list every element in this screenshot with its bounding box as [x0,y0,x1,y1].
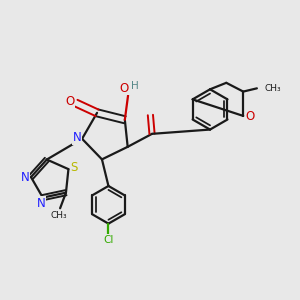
Text: N: N [73,131,81,144]
Text: O: O [246,110,255,123]
Text: S: S [70,161,78,174]
Text: CH₃: CH₃ [265,84,282,93]
Text: Cl: Cl [103,235,114,245]
Text: O: O [120,82,129,95]
Text: N: N [37,197,46,210]
Text: CH₃: CH₃ [50,211,67,220]
Text: H: H [131,81,139,91]
Text: O: O [65,95,75,108]
Text: N: N [21,171,29,184]
